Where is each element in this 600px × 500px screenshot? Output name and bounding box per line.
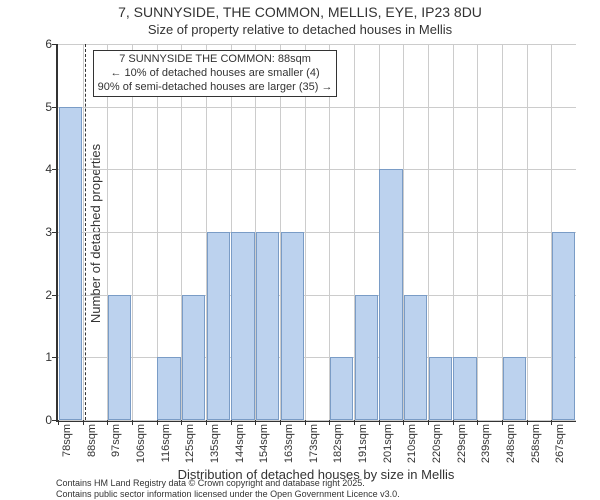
histogram-bar: [404, 295, 427, 420]
x-tick-label: 201sqm: [382, 424, 394, 463]
chart-subtitle: Size of property relative to detached ho…: [0, 22, 600, 37]
y-tick-label: 3: [32, 225, 52, 239]
x-tick-mark: [477, 420, 478, 425]
histogram-bar: [355, 295, 378, 420]
chart-container: 7, SUNNYSIDE, THE COMMON, MELLIS, EYE, I…: [0, 0, 600, 500]
x-tick-mark: [181, 420, 182, 425]
y-tick-label: 2: [32, 288, 52, 302]
x-tick-mark: [280, 420, 281, 425]
x-tick-mark: [305, 420, 306, 425]
x-tick-mark: [502, 420, 503, 425]
y-tick-mark: [52, 107, 58, 108]
gridline-v: [477, 44, 478, 420]
histogram-bar: [207, 232, 230, 420]
gridline-h: [58, 295, 576, 296]
histogram-bar: [379, 169, 402, 420]
x-tick-mark: [58, 420, 59, 425]
x-tick-mark: [255, 420, 256, 425]
y-tick-mark: [52, 232, 58, 233]
x-tick-label: 210sqm: [406, 424, 418, 463]
x-tick-label: 229sqm: [456, 424, 468, 463]
histogram-bar: [108, 295, 131, 420]
x-tick-mark: [527, 420, 528, 425]
histogram-bar: [59, 107, 82, 420]
histogram-bar: [256, 232, 279, 420]
annotation-line: 90% of semi-detached houses are larger (…: [98, 81, 333, 95]
x-tick-mark: [329, 420, 330, 425]
histogram-bar: [281, 232, 304, 420]
x-tick-label: 267sqm: [554, 424, 566, 463]
x-tick-label: 106sqm: [135, 424, 147, 463]
x-tick-label: 125sqm: [184, 424, 196, 463]
x-tick-mark: [231, 420, 232, 425]
y-tick-mark: [52, 295, 58, 296]
y-tick-label: 1: [32, 350, 52, 364]
x-tick-mark: [551, 420, 552, 425]
x-tick-mark: [132, 420, 133, 425]
gridline-h: [58, 107, 576, 108]
histogram-bar: [429, 357, 452, 420]
footer-attribution: Contains HM Land Registry data © Crown c…: [56, 478, 400, 499]
x-tick-mark: [157, 420, 158, 425]
gridline-h: [58, 232, 576, 233]
y-tick-label: 6: [32, 37, 52, 51]
annotation-line: 7 SUNNYSIDE THE COMMON: 88sqm: [98, 53, 333, 67]
x-tick-label: 220sqm: [431, 424, 443, 463]
gridline-v: [132, 44, 133, 420]
x-tick-mark: [83, 420, 84, 425]
gridline-h: [58, 44, 576, 45]
x-tick-label: 78sqm: [61, 424, 73, 457]
x-tick-label: 239sqm: [480, 424, 492, 463]
histogram-bar: [552, 232, 575, 420]
y-tick-mark: [52, 357, 58, 358]
x-tick-mark: [403, 420, 404, 425]
x-tick-label: 154sqm: [258, 424, 270, 463]
marker-line: [85, 44, 86, 420]
y-tick-label: 5: [32, 100, 52, 114]
x-tick-mark: [379, 420, 380, 425]
x-tick-mark: [107, 420, 108, 425]
histogram-bar: [231, 232, 254, 420]
chart-title: 7, SUNNYSIDE, THE COMMON, MELLIS, EYE, I…: [0, 4, 600, 20]
x-tick-label: 135sqm: [209, 424, 221, 463]
histogram-bar: [453, 357, 476, 420]
gridline-h: [58, 357, 576, 358]
y-tick-label: 0: [32, 413, 52, 427]
x-tick-label: 173sqm: [308, 424, 320, 463]
x-tick-label: 88sqm: [86, 424, 98, 457]
histogram-bar: [182, 295, 205, 420]
gridline-v: [305, 44, 306, 420]
histogram-bar: [157, 357, 180, 420]
x-tick-mark: [206, 420, 207, 425]
x-tick-mark: [428, 420, 429, 425]
histogram-bar: [330, 357, 353, 420]
histogram-bar: [503, 357, 526, 420]
footer-line: Contains public sector information licen…: [56, 489, 400, 499]
gridline-v: [83, 44, 84, 420]
gridline-v: [527, 44, 528, 420]
annotation-line: ← 10% of detached houses are smaller (4): [98, 67, 333, 81]
y-tick-mark: [52, 169, 58, 170]
x-tick-label: 191sqm: [357, 424, 369, 463]
annotation-box: 7 SUNNYSIDE THE COMMON: 88sqm ← 10% of d…: [93, 50, 338, 97]
footer-line: Contains HM Land Registry data © Crown c…: [56, 478, 400, 488]
y-tick-mark: [52, 44, 58, 45]
x-tick-mark: [354, 420, 355, 425]
x-tick-label: 97sqm: [110, 424, 122, 457]
plot-area: 012345678sqm88sqm97sqm106sqm116sqm125sqm…: [56, 44, 576, 422]
x-tick-mark: [453, 420, 454, 425]
x-tick-label: 144sqm: [234, 424, 246, 463]
x-tick-label: 182sqm: [332, 424, 344, 463]
gridline-h: [58, 420, 576, 421]
x-tick-label: 163sqm: [283, 424, 295, 463]
x-tick-label: 258sqm: [530, 424, 542, 463]
x-tick-label: 248sqm: [505, 424, 517, 463]
y-tick-label: 4: [32, 162, 52, 176]
x-tick-label: 116sqm: [160, 424, 172, 462]
gridline-h: [58, 169, 576, 170]
